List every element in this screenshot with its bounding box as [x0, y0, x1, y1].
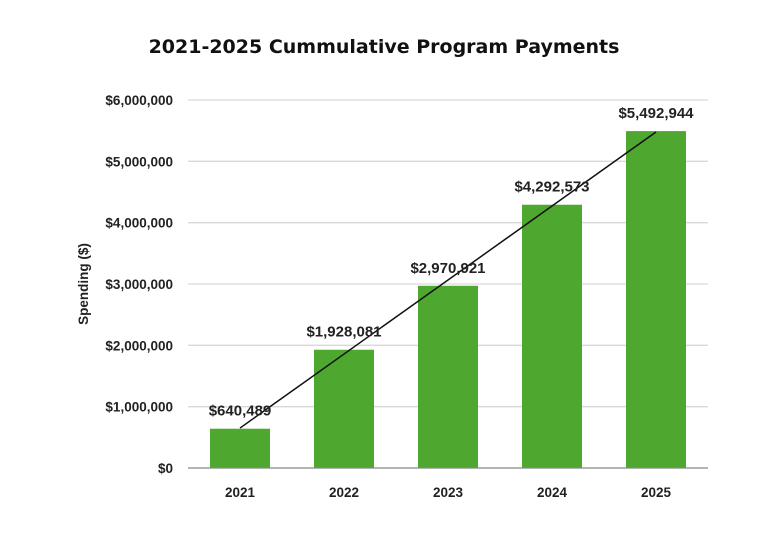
y-tick-label: $0 [158, 461, 173, 476]
y-tick-label: $1,000,000 [105, 400, 173, 415]
bar [314, 349, 374, 468]
bar [418, 285, 478, 468]
y-axis-label: Spending ($) [76, 243, 91, 325]
bar [522, 204, 582, 469]
y-tick-label: $6,000,000 [105, 93, 173, 108]
data-label: $5,492,944 [618, 105, 694, 122]
x-tick-label: 2021 [225, 485, 256, 500]
y-tick-label: $2,000,000 [105, 338, 173, 353]
x-tick-label: 2023 [433, 485, 464, 500]
bar [626, 131, 686, 469]
data-label: $2,970,921 [410, 260, 485, 277]
y-tick-label: $3,000,000 [105, 277, 173, 292]
chart-title: 2021-2025 Cummulative Program Payments [149, 36, 620, 58]
x-tick-label: 2025 [641, 485, 672, 500]
bar [210, 428, 270, 468]
trendline [239, 131, 657, 429]
x-tick-label: 2022 [329, 485, 359, 500]
data-label: $1,928,081 [306, 324, 381, 341]
data-label: $640,489 [209, 403, 272, 420]
y-tick-label: $5,000,000 [105, 154, 173, 169]
y-tick-label: $4,000,000 [105, 216, 173, 231]
x-tick-label: 2024 [537, 485, 568, 500]
data-label: $4,292,573 [514, 179, 589, 196]
